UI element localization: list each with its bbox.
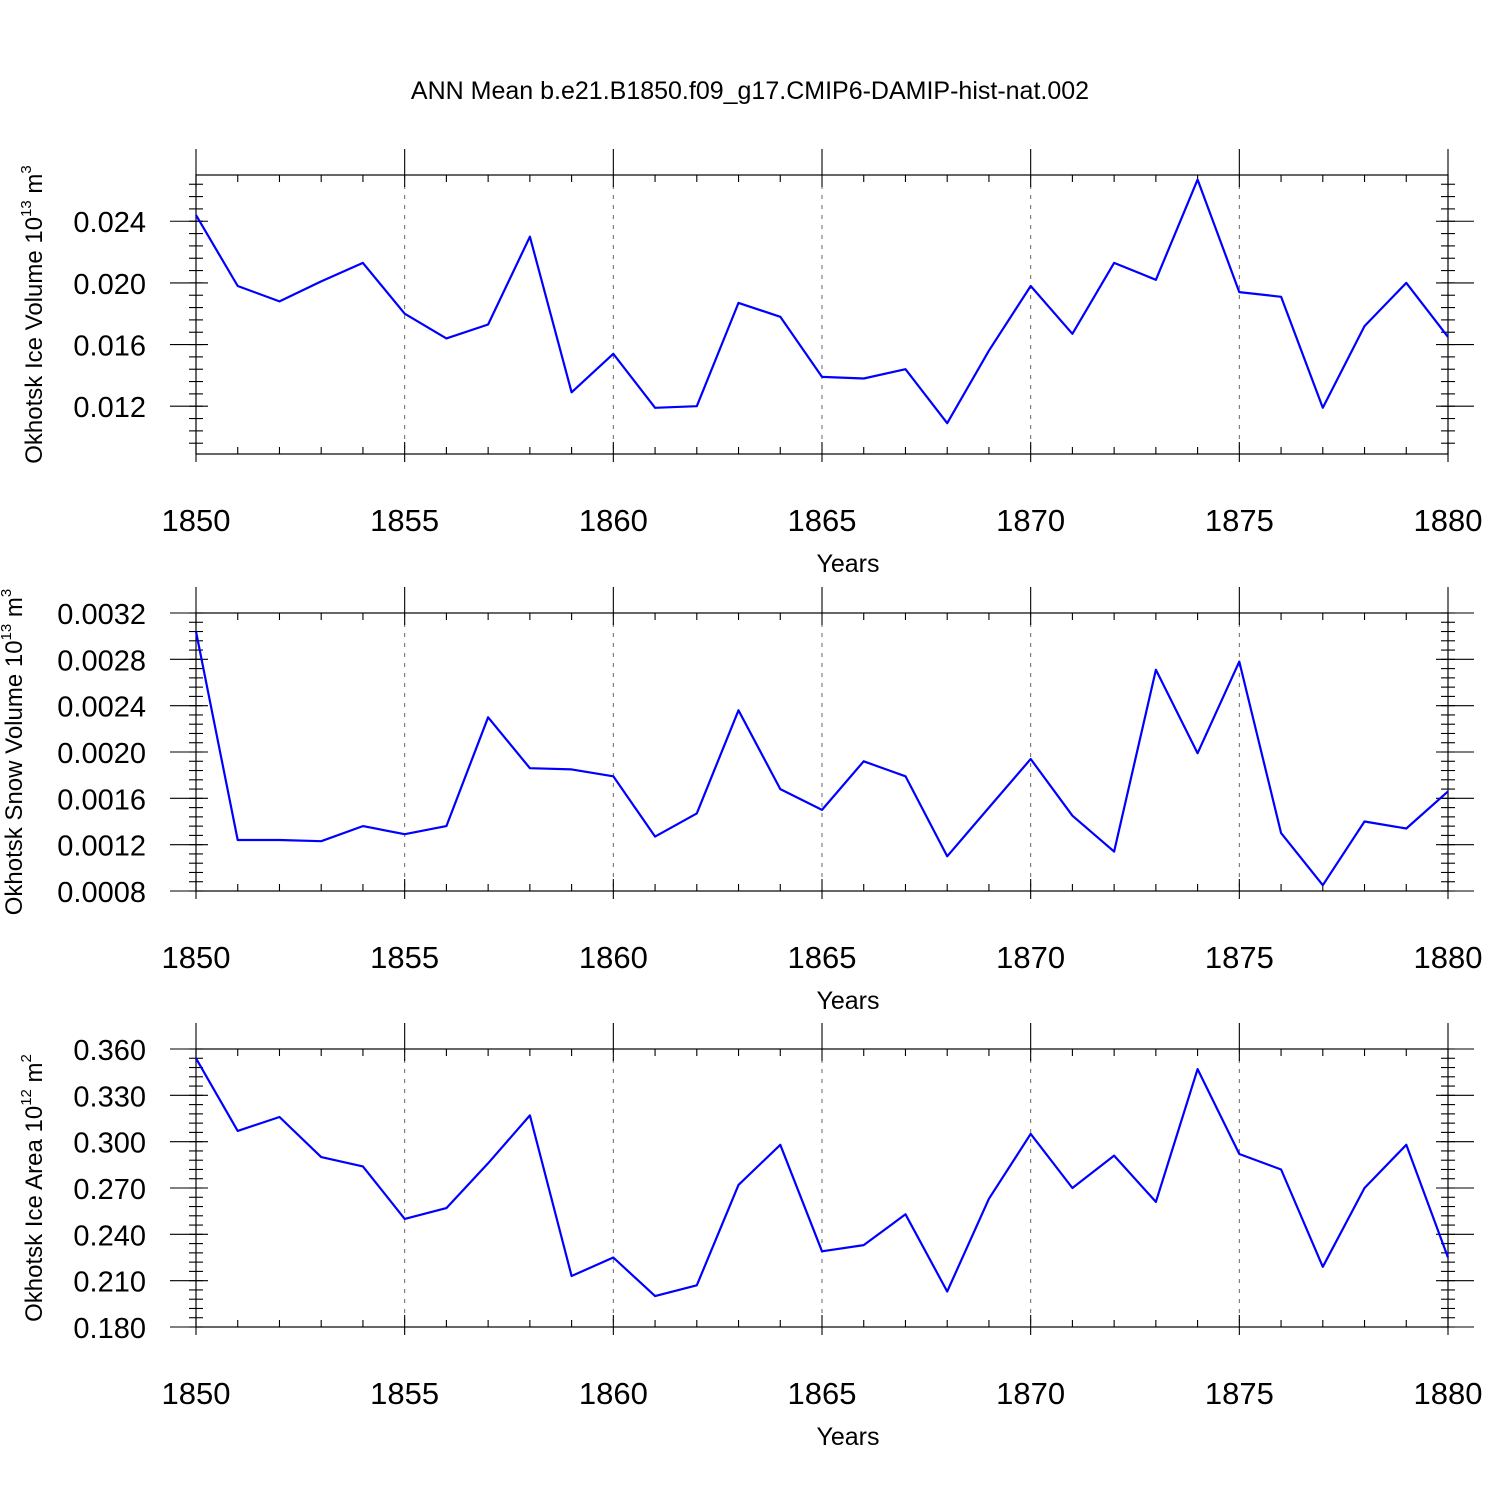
y-tick-label: 0.020 — [73, 269, 146, 301]
y-tick-label: 0.0028 — [57, 645, 146, 677]
y-axis-label-text: Okhotsk Ice Volume 10 — [21, 217, 48, 464]
y-axis-label-unit: m — [1, 597, 28, 624]
y-axis-label-text: Okhotsk Ice Area 10 — [21, 1106, 48, 1322]
x-tick-label: 1860 — [579, 503, 648, 538]
y-axis-label: Okhotsk Ice Volume 1013 m3 — [18, 165, 48, 464]
y-axis-label-text: Okhotsk Snow Volume 10 — [1, 640, 28, 915]
x-tick-label: 1850 — [162, 1376, 231, 1411]
x-tick-label: 1865 — [788, 940, 857, 975]
x-tick-label: 1875 — [1205, 503, 1274, 538]
x-tick-label: 1855 — [370, 940, 439, 975]
y-axis-label-exponent: 13 — [18, 200, 35, 217]
y-axis-label-unit-exponent: 3 — [18, 165, 35, 173]
x-tick-label: 1855 — [370, 1376, 439, 1411]
series-line — [195, 1057, 1450, 1298]
x-axis-label: Years — [816, 550, 879, 578]
y-tick-label: 0.270 — [73, 1174, 146, 1206]
y-axis-label-unit-exponent: 3 — [0, 589, 15, 597]
y-tick-label: 0.0024 — [57, 692, 146, 724]
series-line — [195, 178, 1449, 425]
y-axis-label: Okhotsk Ice Area 1012 m2 — [18, 1054, 48, 1322]
chart-panel-3: 1850 1855 1860 1865 1870 1875 1880 Years 0.180 0.… — [18, 1023, 1482, 1451]
y-tick-label: 0.0016 — [57, 784, 146, 816]
x-axis-label: Years — [816, 987, 879, 1015]
y-tick-label: 0.330 — [73, 1081, 146, 1113]
x-tick-label: 1870 — [996, 940, 1065, 975]
x-tick-label: 1855 — [370, 503, 439, 538]
y-tick-label: 0.210 — [73, 1267, 146, 1299]
y-axis-label-unit-exponent: 2 — [18, 1054, 35, 1062]
x-tick-label: 1865 — [788, 503, 857, 538]
chart-panel-1: 1850 1855 1860 1865 1870 1875 1880 Years 0.012 0.… — [18, 149, 1482, 578]
y-tick-label: 0.016 — [73, 331, 146, 363]
y-tick-label: 0.012 — [73, 392, 146, 424]
y-tick-label: 0.360 — [73, 1035, 146, 1067]
y-tick-label: 0.024 — [73, 207, 146, 239]
y-tick-label: 0.300 — [73, 1128, 146, 1160]
x-tick-label: 1865 — [788, 1376, 857, 1411]
y-tick-label: 0.240 — [73, 1220, 146, 1252]
y-tick-label: 0.0008 — [57, 877, 146, 909]
y-tick-label: 0.180 — [73, 1313, 146, 1345]
x-axis-label: Years — [816, 1423, 879, 1451]
y-axis-label-unit: m — [21, 1062, 48, 1089]
x-tick-label: 1860 — [579, 940, 648, 975]
x-tick-label: 1860 — [579, 1376, 648, 1411]
y-tick-label: 0.0032 — [57, 599, 146, 631]
y-axis-label-exponent: 13 — [0, 624, 15, 641]
x-tick-label: 1870 — [996, 1376, 1065, 1411]
x-tick-label: 1850 — [162, 940, 231, 975]
y-axis-label-exponent: 12 — [18, 1089, 35, 1106]
panels: 1850 1855 1860 1865 1870 1875 1880 Years 0.012 0.… — [0, 149, 1482, 1451]
y-tick-label: 0.0020 — [57, 738, 146, 770]
x-tick-label: 1850 — [162, 503, 231, 538]
x-tick-label: 1880 — [1414, 1376, 1483, 1411]
x-tick-label: 1880 — [1414, 503, 1483, 538]
x-tick-label: 1875 — [1205, 940, 1274, 975]
figure-title: ANN Mean b.e21.B1850.f09_g17.CMIP6-DAMIP… — [411, 77, 1089, 105]
y-tick-label: 0.0012 — [57, 831, 146, 863]
x-tick-label: 1870 — [996, 503, 1065, 538]
series-line — [194, 631, 1449, 887]
y-axis-label-unit: m — [21, 174, 48, 201]
x-tick-label: 1880 — [1414, 940, 1483, 975]
chart-panel-2: 1850 1855 1860 1865 1870 1875 1880 Years 0.0008 0… — [0, 587, 1482, 1015]
y-axis-label: Okhotsk Snow Volume 1013 m3 — [0, 589, 28, 916]
x-tick-label: 1875 — [1205, 1376, 1274, 1411]
